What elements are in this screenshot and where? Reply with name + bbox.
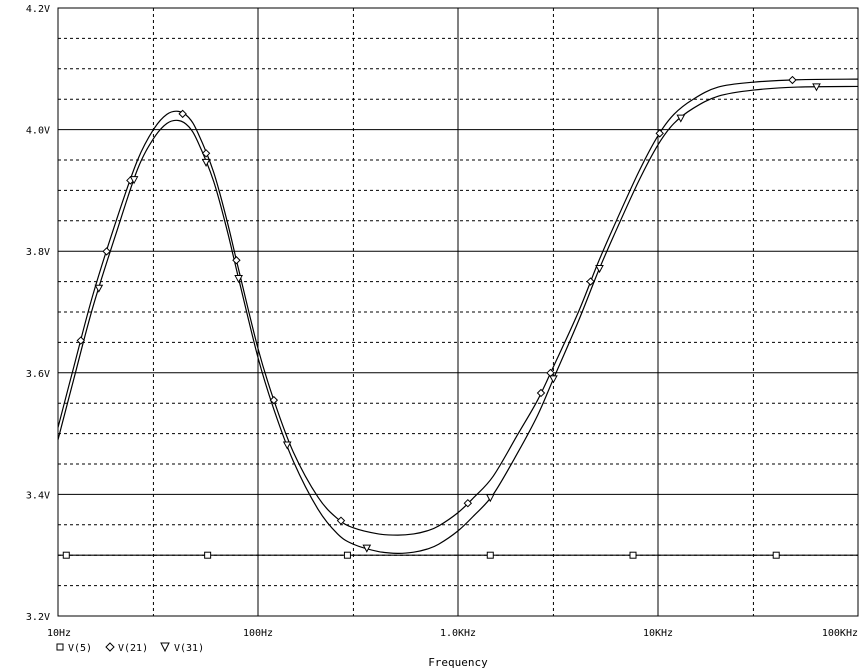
x-tick-label: 100Hz bbox=[243, 628, 273, 639]
x-tick-label: 10Hz bbox=[47, 628, 71, 639]
diamond-marker bbox=[102, 247, 111, 256]
triangle-down-marker bbox=[201, 158, 211, 167]
triangle-down-marker bbox=[362, 544, 372, 553]
legend-label-v31: V(31) bbox=[174, 643, 204, 654]
series-markers bbox=[62, 75, 821, 559]
y-tick-label: 3.6V bbox=[26, 369, 50, 380]
x-tick-label: 1.0KHz bbox=[440, 628, 476, 639]
y-tick-label: 3.8V bbox=[26, 247, 50, 258]
tick-labels: 3.2V 3.4V 3.6V 3.8V 4.0V 4.2V 10Hz 100Hz 1.0KHz 1… bbox=[26, 4, 858, 639]
diamond-marker bbox=[536, 388, 546, 398]
diamond-marker bbox=[655, 129, 664, 138]
legend-label-v21: V(21) bbox=[118, 643, 148, 654]
triangle-down-marker bbox=[676, 114, 686, 123]
grid-lines bbox=[58, 8, 858, 616]
diamond-marker bbox=[586, 277, 595, 286]
square-marker-icon bbox=[56, 643, 64, 651]
triangle-down-marker bbox=[282, 441, 292, 450]
diamond-marker-icon bbox=[105, 642, 115, 652]
diamond-marker bbox=[788, 75, 797, 85]
square-marker bbox=[629, 551, 637, 559]
y-tick-label: 3.4V bbox=[26, 490, 50, 501]
y-tick-label: 4.0V bbox=[26, 126, 50, 137]
legend-item-v5: V(5) bbox=[56, 643, 92, 654]
series-line-v31 bbox=[57, 85, 859, 554]
diamond-marker bbox=[336, 516, 346, 525]
square-marker bbox=[204, 551, 212, 559]
plot-area-frame bbox=[57, 7, 859, 617]
diamond-marker bbox=[232, 256, 241, 265]
x-tick-label: 10KHz bbox=[643, 628, 673, 639]
legend-label-v5: V(5) bbox=[68, 643, 92, 654]
triangle-down-marker bbox=[595, 265, 604, 274]
x-tick-label: 100KHz bbox=[822, 628, 858, 639]
legend-item-v31: V(31) bbox=[160, 642, 204, 654]
triangle-down-marker bbox=[812, 83, 821, 92]
triangle-down-marker-icon bbox=[160, 642, 170, 653]
diamond-marker bbox=[76, 336, 85, 345]
square-marker bbox=[772, 551, 780, 559]
diamond-marker bbox=[463, 498, 473, 508]
triangle-down-marker bbox=[234, 275, 243, 284]
diamond-marker bbox=[269, 395, 279, 405]
triangle-down-marker bbox=[129, 176, 139, 185]
triangle-down-marker bbox=[485, 494, 495, 503]
x-axis-title: Frequency bbox=[428, 656, 488, 669]
triangle-down-marker bbox=[549, 375, 558, 384]
series-lines bbox=[57, 78, 859, 556]
square-marker bbox=[62, 551, 70, 559]
legend-item-v21: V(21) bbox=[105, 642, 148, 654]
y-tick-label: 3.2V bbox=[26, 612, 50, 623]
diamond-marker bbox=[178, 109, 187, 119]
square-marker bbox=[343, 551, 351, 559]
triangle-down-marker bbox=[94, 284, 104, 293]
square-marker bbox=[486, 551, 494, 559]
diamond-marker bbox=[201, 149, 211, 158]
y-tick-label: 4.2V bbox=[26, 4, 50, 15]
series-line-v21 bbox=[57, 78, 859, 536]
legend: V(5) V(21) V(31) bbox=[56, 642, 204, 654]
